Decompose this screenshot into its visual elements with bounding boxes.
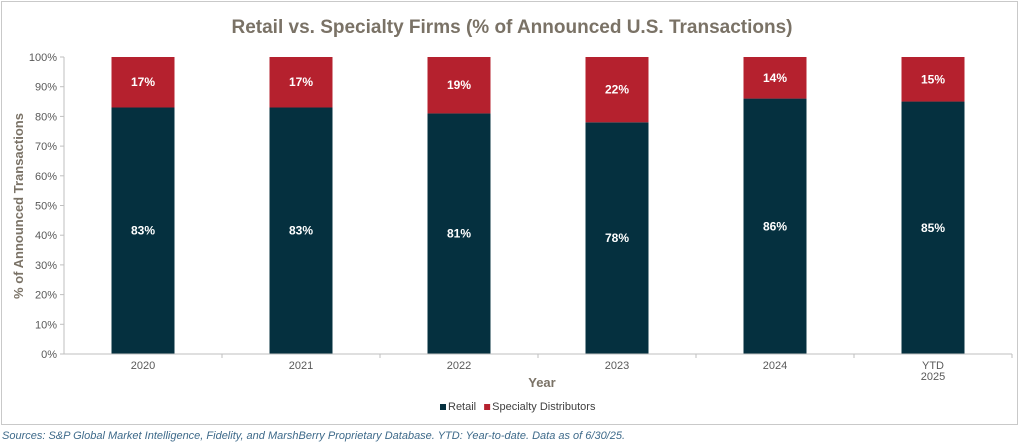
y-tick-label: 10% [35, 319, 57, 331]
data-label: 85% [921, 221, 945, 235]
y-tick-label: 40% [35, 230, 57, 242]
y-tick-label: 90% [35, 82, 57, 94]
y-tick-label: 20% [35, 290, 57, 302]
source-note: Sources: S&P Global Market Intelligence,… [2, 430, 626, 442]
bar-specialty [269, 57, 333, 108]
legend: Retail Specialty Distributors [440, 401, 596, 413]
data-label: 15% [921, 72, 945, 86]
x-tick-label: YTD [922, 360, 944, 372]
legend-label-retail: Retail [448, 401, 476, 413]
data-label: 86% [763, 219, 787, 233]
x-tick-label: 2022 [447, 360, 471, 372]
y-tick-label: 80% [35, 111, 57, 123]
data-label: 78% [605, 231, 629, 245]
legend-swatch-retail [440, 404, 446, 410]
bar-specialty [585, 57, 649, 123]
data-label: 83% [289, 224, 313, 238]
x-tick-label: 2020 [131, 360, 155, 372]
bars-group: 83% 17% 83% 17% 81% 19% 78% 22% 86% 14% 85% 15% [111, 57, 965, 355]
bar-retail [901, 101, 965, 354]
data-label: 83% [131, 224, 155, 238]
data-label: 22% [605, 83, 629, 97]
chart-title: Retail vs. Specialty Firms (% of Announc… [232, 17, 793, 38]
data-label: 17% [289, 75, 313, 89]
x-tick-label: 2023 [605, 360, 629, 372]
y-tick-label: 30% [35, 260, 57, 272]
x-tick-label: 2021 [289, 360, 313, 372]
stacked-bar-chart: Retail vs. Specialty Firms (% of Announc… [11, 17, 1013, 413]
bar-retail [111, 107, 175, 355]
x-tick-label: 2025 [921, 371, 945, 383]
y-tick-label: 60% [35, 171, 57, 183]
legend-label-specialty: Specialty Distributors [492, 401, 596, 413]
x-tick-label: 2024 [763, 360, 787, 372]
y-axis-ticks: 0% 10% 20% 30% 40% 50% 60% 70% 80% 90% 100% [29, 52, 65, 361]
data-label: 17% [131, 75, 155, 89]
bar-specialty [111, 57, 175, 108]
legend-swatch-specialty [484, 404, 491, 410]
bar-specialty [901, 57, 965, 102]
data-label: 14% [763, 71, 787, 85]
data-label: 19% [447, 78, 471, 92]
bar-retail [427, 113, 491, 355]
data-label: 81% [447, 227, 471, 241]
y-tick-label: 100% [29, 52, 57, 64]
bar-specialty [743, 57, 807, 99]
y-tick-label: 70% [35, 141, 57, 153]
chart-frame: Retail vs. Specialty Firms (% of Announc… [1, 1, 1018, 425]
bar-specialty [427, 57, 491, 114]
bar-retail [743, 98, 807, 354]
x-axis-title: Year [528, 375, 555, 390]
bar-retail [585, 122, 649, 354]
y-tick-label: 50% [35, 201, 57, 213]
y-tick-label: 0% [41, 349, 57, 361]
y-axis-title: % of Announced Transactions [11, 113, 26, 299]
bar-retail [269, 107, 333, 355]
